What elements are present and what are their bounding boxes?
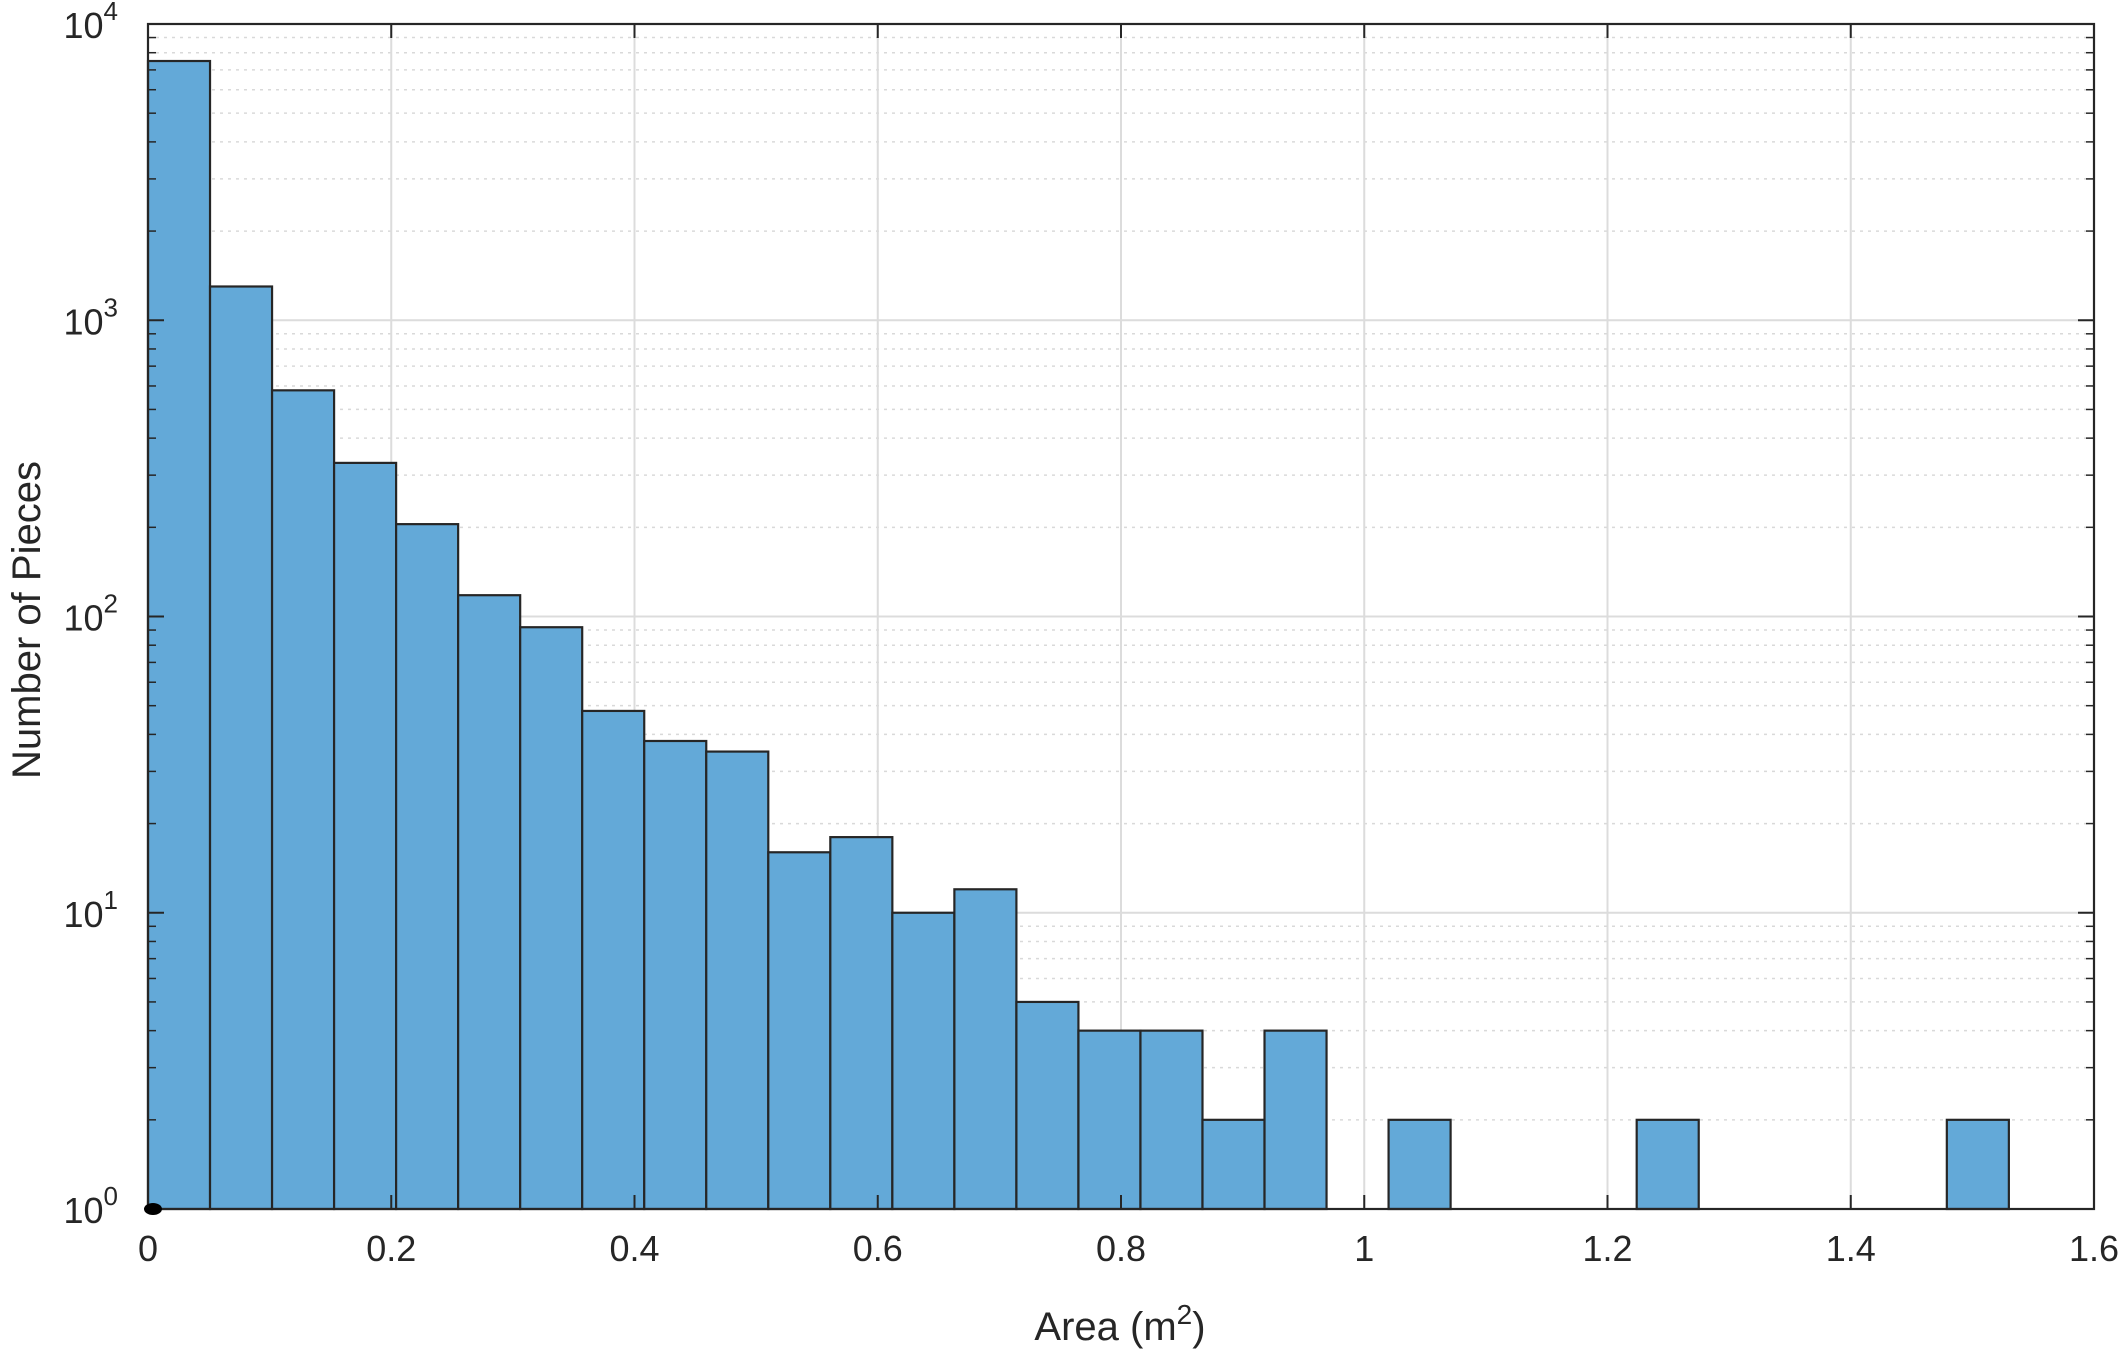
y-tick-label-base: 10: [63, 1190, 103, 1231]
histogram-bar: [519, 626, 584, 1211]
histogram-bar: [1945, 1118, 2010, 1211]
x-tick-label: 0.4: [609, 1228, 659, 1269]
y-tick-label-exponent: 0: [104, 1181, 118, 1211]
histogram-bar: [270, 389, 336, 1211]
y-tick-label-exponent: 3: [104, 292, 118, 322]
histogram-bar: [767, 851, 832, 1211]
histogram-bar: [332, 461, 398, 1211]
y-tick-label-base: 10: [63, 301, 103, 342]
x-tick-label: 1.6: [2069, 1228, 2119, 1269]
histogram-bar: [891, 911, 956, 1211]
histogram-bar: [1387, 1118, 1452, 1211]
histogram-bar: [457, 594, 522, 1211]
y-tick-label: 103: [63, 292, 118, 342]
histogram-bar: [395, 523, 460, 1211]
histogram-bar: [705, 750, 770, 1211]
y-tick-label: 100: [63, 1181, 118, 1231]
x-tick-label: 1.2: [1582, 1228, 1632, 1269]
x-axis-label-text: Area (m: [1034, 1305, 1176, 1349]
bars-layer: [146, 59, 2010, 1211]
y-tick-label-exponent: 1: [104, 885, 118, 915]
y-tick-label-exponent: 4: [104, 0, 118, 26]
histogram-bar: [1139, 1029, 1204, 1211]
x-tick-label: 1: [1354, 1228, 1374, 1269]
y-tick-label: 102: [63, 589, 118, 639]
x-tick-label: 0: [138, 1228, 158, 1269]
x-tick-label: 1.4: [1826, 1228, 1876, 1269]
histogram-bar: [829, 836, 894, 1211]
y-tick-label-exponent: 2: [104, 589, 118, 619]
x-axis-label-suffix: ): [1192, 1305, 1205, 1349]
histogram-bar: [146, 59, 212, 1211]
y-tick-label: 101: [63, 885, 118, 935]
x-axis-label-superscript: 2: [1177, 1299, 1193, 1330]
y-tick-label: 104: [63, 0, 118, 46]
y-tick-label-base: 10: [63, 598, 103, 639]
histogram-bar: [953, 888, 1018, 1211]
y-tick-label-base: 10: [63, 5, 103, 46]
y-tick-label-base: 10: [63, 894, 103, 935]
histogram-bar: [208, 285, 274, 1211]
histogram-bar: [1263, 1029, 1328, 1211]
x-tick-label: 0.8: [1096, 1228, 1146, 1269]
x-axis-label: Area (m2): [1034, 1299, 1205, 1349]
histogram-bar: [1201, 1118, 1266, 1211]
histogram-bar: [1015, 1000, 1080, 1211]
histogram-bar: [643, 739, 708, 1211]
x-tick-label: 0.6: [853, 1228, 903, 1269]
histogram-bar: [1635, 1118, 1700, 1211]
histogram-bar: [1077, 1029, 1142, 1211]
x-tick-label: 0.2: [366, 1228, 416, 1269]
origin-marker: [144, 1203, 162, 1215]
y-axis-label: Number of Pieces: [5, 461, 49, 779]
histogram-bar: [581, 709, 646, 1211]
